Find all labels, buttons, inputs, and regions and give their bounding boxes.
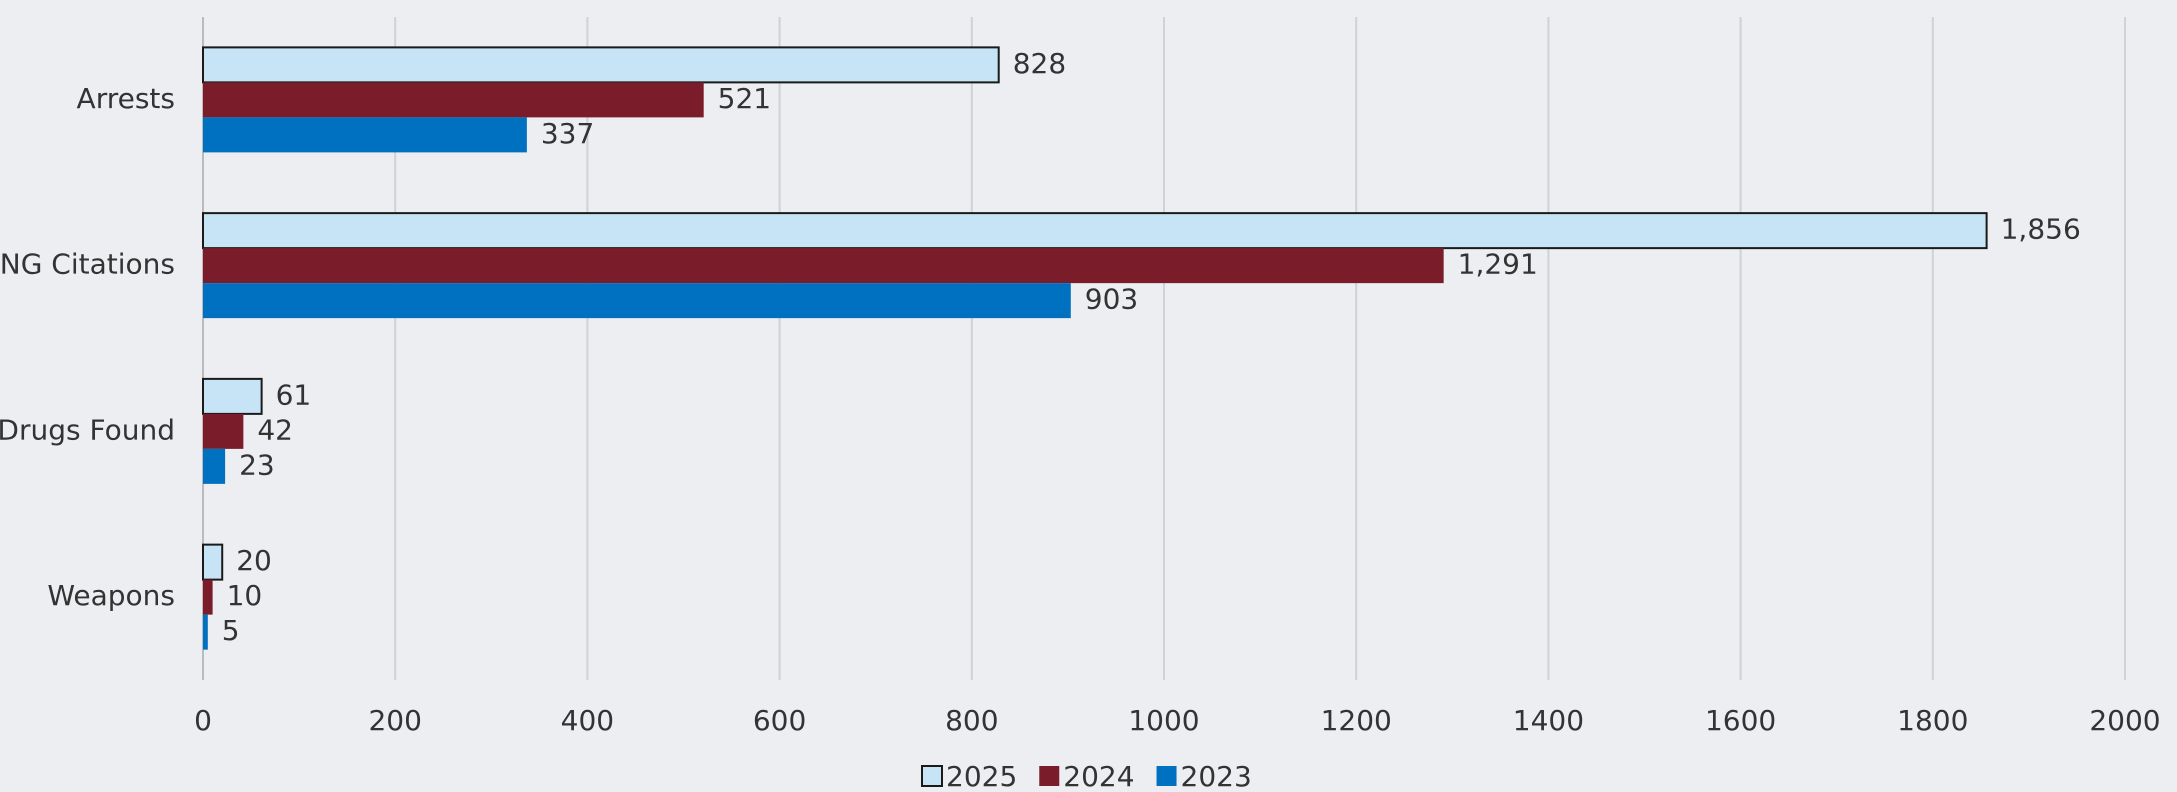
bar	[202, 543, 224, 581]
data-label: 5	[222, 614, 240, 647]
legend-label: 2023	[1181, 760, 1252, 792]
x-tick-label: 1000	[1128, 704, 1199, 737]
data-label: 1,291	[1458, 248, 1538, 281]
data-label: 23	[239, 448, 275, 481]
bar	[203, 579, 213, 615]
bar	[202, 377, 263, 415]
y-tick-label: Drugs Found	[0, 413, 175, 446]
legend-swatch	[1039, 766, 1060, 786]
x-tick-label: 800	[945, 704, 998, 737]
legend-swatch	[1156, 766, 1177, 786]
data-label: 521	[718, 82, 771, 115]
bar	[203, 283, 1071, 319]
x-tick-label: 1600	[1705, 704, 1776, 737]
x-tick-label: 1400	[1513, 704, 1584, 737]
data-label: 903	[1085, 283, 1138, 316]
x-tick-label: 1800	[1897, 704, 1968, 737]
y-tick-label: NG Citations	[0, 248, 175, 281]
bar	[202, 212, 1988, 250]
legend-swatch	[921, 765, 943, 787]
bar	[203, 82, 704, 118]
data-label: 828	[1013, 47, 1066, 80]
bar	[203, 413, 244, 449]
x-tick-label: 600	[753, 704, 806, 737]
x-tick-label: 400	[561, 704, 614, 737]
bar	[203, 448, 226, 484]
legend-label: 2024	[1063, 760, 1134, 792]
data-label: 337	[541, 117, 594, 150]
data-label: 42	[257, 413, 293, 446]
data-label: 61	[276, 378, 312, 411]
data-label: 10	[227, 579, 263, 612]
y-tick-label: Arrests	[77, 82, 175, 115]
bar	[203, 248, 1444, 284]
data-label: 20	[236, 544, 272, 577]
x-tick-label: 0	[194, 704, 212, 737]
x-tick-label: 2000	[2089, 704, 2160, 737]
legend-label: 2025	[946, 760, 1017, 792]
bar	[203, 614, 208, 650]
data-label: 1,856	[2001, 213, 2081, 246]
bar	[203, 117, 527, 153]
bar	[202, 46, 1000, 84]
y-tick-label: Weapons	[47, 579, 175, 612]
x-tick-label: 200	[368, 704, 421, 737]
x-tick-label: 1200	[1321, 704, 1392, 737]
